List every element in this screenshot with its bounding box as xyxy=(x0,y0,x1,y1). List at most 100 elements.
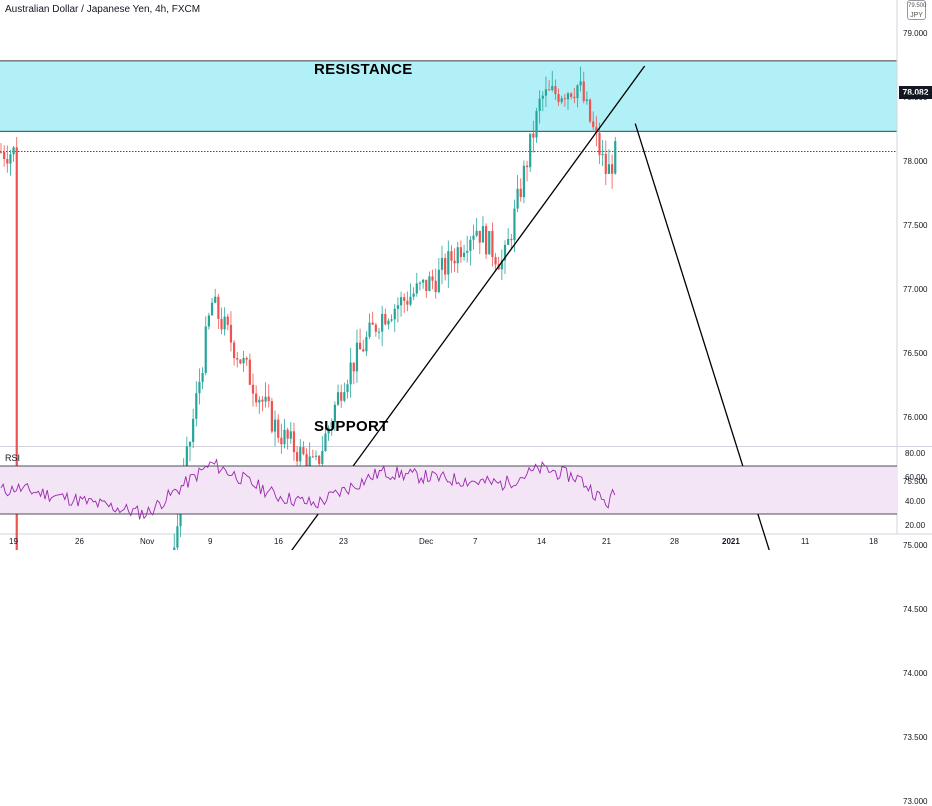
candle-body xyxy=(551,86,554,91)
time-tick-label: 11 xyxy=(801,537,810,546)
candle-body xyxy=(390,319,393,321)
candle-body xyxy=(519,188,522,198)
currency-badge[interactable]: 79.500 JPY xyxy=(907,0,926,20)
candle-body xyxy=(409,296,412,305)
candle-body xyxy=(412,293,415,297)
candle-body xyxy=(333,404,336,423)
candle-body xyxy=(371,322,374,325)
candle-body xyxy=(544,89,548,96)
current-price-tag: 78.082 xyxy=(899,86,932,99)
candle-body xyxy=(453,260,456,264)
rsi-line xyxy=(0,458,616,520)
candle-body xyxy=(267,396,270,402)
candle-body xyxy=(299,447,302,462)
candle-body xyxy=(393,308,396,320)
candle-body xyxy=(277,419,280,438)
candle-body xyxy=(585,99,588,101)
candle-body xyxy=(588,99,592,122)
candle-body xyxy=(368,322,371,337)
candle-body xyxy=(607,164,611,174)
candle-body xyxy=(9,154,12,164)
candle-body xyxy=(12,147,15,155)
candle-body xyxy=(595,127,598,133)
candle-body xyxy=(6,158,9,164)
candle-body xyxy=(242,357,245,364)
candle-body xyxy=(475,230,478,236)
candle-body xyxy=(598,132,601,156)
price-tick-label: 74.500 xyxy=(903,605,928,614)
candle-body xyxy=(318,455,321,464)
candle-body xyxy=(532,133,535,138)
rsi-label: RSI xyxy=(5,453,21,463)
candle-body xyxy=(314,455,318,457)
candle-body xyxy=(384,313,387,325)
candle-body xyxy=(535,111,538,138)
candle-body xyxy=(204,326,207,373)
candle-body xyxy=(179,504,182,527)
candle-body xyxy=(469,239,472,251)
resistance-zone xyxy=(0,60,897,132)
candle-body xyxy=(485,226,488,255)
candle-body xyxy=(349,362,352,385)
time-tick-label: 28 xyxy=(670,537,679,546)
candle-body xyxy=(305,454,308,471)
candle-body xyxy=(210,302,214,316)
candle-body xyxy=(362,349,365,352)
price-tick-label: 79.000 xyxy=(903,29,928,38)
candle-body xyxy=(239,359,242,364)
rsi-tick-label: 80.00 xyxy=(905,449,926,458)
candle-body xyxy=(223,316,226,330)
candle-body xyxy=(500,260,503,270)
candle-body xyxy=(611,164,614,174)
candle-body xyxy=(248,359,251,385)
candle-body xyxy=(541,95,544,99)
candle-body xyxy=(579,81,582,86)
rsi-tick-label: 40.00 xyxy=(905,497,926,506)
candle-body xyxy=(292,431,296,453)
candle-body xyxy=(418,282,422,284)
candle-body xyxy=(491,231,494,258)
time-tick-label: 23 xyxy=(339,537,348,546)
chart-canvas[interactable] xyxy=(0,0,932,550)
candle-body xyxy=(403,297,406,301)
candle-body xyxy=(207,315,210,327)
candle-body xyxy=(425,279,428,291)
price-tick-label: 78.500 xyxy=(903,93,928,102)
candle-body xyxy=(415,283,418,294)
candle-body xyxy=(188,441,192,447)
candle-body xyxy=(488,231,491,255)
candle-body xyxy=(220,318,223,330)
candle-body xyxy=(226,316,229,325)
projection-arrow-line xyxy=(634,123,770,550)
rsi-tick-label: 60.00 xyxy=(905,473,926,482)
price-tick-label: 77.500 xyxy=(903,221,928,230)
time-tick-label: Nov xyxy=(140,537,155,546)
candle-body xyxy=(440,258,444,270)
candle-body xyxy=(513,208,516,241)
candle-body xyxy=(563,98,566,100)
candle-body xyxy=(494,257,497,265)
candle-body xyxy=(560,98,563,102)
candle-body xyxy=(270,401,273,432)
candle-body xyxy=(478,230,481,243)
time-tick-label: Dec xyxy=(419,537,434,546)
price-tick-label: 76.500 xyxy=(903,349,928,358)
candle-body xyxy=(582,81,585,101)
candle-body xyxy=(434,280,437,293)
candle-body xyxy=(422,279,425,283)
resistance-label: RESISTANCE xyxy=(314,61,413,78)
candle-body xyxy=(576,85,579,99)
candle-body xyxy=(447,251,450,275)
candle-body xyxy=(261,399,264,402)
candle-body xyxy=(516,188,519,209)
candle-body xyxy=(573,96,576,99)
candle-body xyxy=(214,296,217,303)
candle-body xyxy=(258,399,261,403)
time-tick-label: 18 xyxy=(869,537,878,546)
candle-body xyxy=(481,226,485,243)
candle-body xyxy=(529,133,532,168)
price-tick-label: 77.000 xyxy=(903,285,928,294)
candle-body xyxy=(229,324,233,343)
candle-body xyxy=(399,297,403,306)
candle-body xyxy=(296,452,299,462)
